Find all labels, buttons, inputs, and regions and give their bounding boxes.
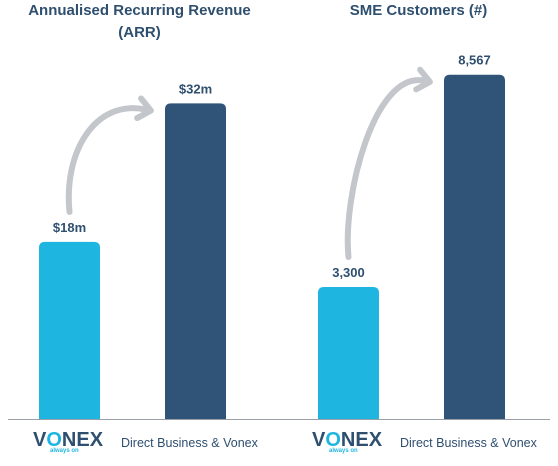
logo-wordmark: VONEX bbox=[33, 429, 104, 451]
logo-tagline: always on bbox=[329, 448, 358, 454]
arr-bar-chart: $18m $32m bbox=[8, 81, 279, 421]
sme-bar-chart: 3,300 8,567 bbox=[279, 53, 550, 420]
chart-title: SME Customers (#) bbox=[349, 2, 488, 19]
logo-wordmark: VONEX bbox=[312, 429, 383, 451]
vonex-logo: VONEX always on bbox=[33, 429, 107, 459]
footer: VONEX always on Direct Business & Vonex bbox=[279, 428, 558, 458]
vonex-logo: VONEX always on bbox=[312, 429, 386, 459]
arr-chart-panel: Annualised Recurring Revenue (ARR) $18m $… bbox=[0, 2, 279, 458]
growth-arrowhead bbox=[413, 66, 433, 93]
data-label: $18m bbox=[53, 220, 86, 235]
growth-arrow bbox=[344, 77, 427, 260]
bar bbox=[318, 286, 379, 420]
data-label: 8,567 bbox=[458, 53, 491, 68]
data-label: $32m bbox=[179, 81, 212, 96]
growth-arrowhead bbox=[134, 95, 154, 122]
bar bbox=[165, 103, 226, 421]
bar bbox=[39, 241, 100, 420]
footer-caption: Direct Business & Vonex bbox=[400, 436, 537, 450]
growth-arrow bbox=[65, 105, 148, 215]
data-label: 3,300 bbox=[332, 265, 365, 280]
footer: VONEX always on Direct Business & Vonex bbox=[0, 428, 279, 458]
sme-chart-panel: SME Customers (#) 3,300 8,567 VONEX alway… bbox=[279, 0, 558, 466]
footer-caption: Direct Business & Vonex bbox=[121, 436, 258, 450]
chart-title: Annualised Recurring Revenue (ARR) bbox=[28, 2, 251, 41]
logo-tagline: always on bbox=[50, 448, 79, 454]
bar bbox=[444, 74, 505, 420]
